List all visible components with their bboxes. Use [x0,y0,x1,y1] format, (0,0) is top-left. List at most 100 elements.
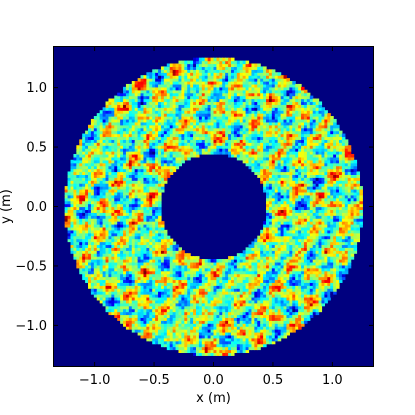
heatmap-cell [216,60,220,65]
heatmap-cell [120,218,124,222]
heatmap-cell [96,186,101,190]
heatmap-cell [175,98,180,103]
heatmap-cell [239,86,244,91]
heatmap-cell [128,101,133,105]
heatmap-cell [210,267,215,272]
heatmap-cell [82,171,86,175]
heatmap-cell [251,256,255,260]
heatmap-cell [82,261,86,266]
heatmap-cell [169,83,174,88]
heatmap-cell [114,291,118,295]
heatmap-cell [222,151,226,155]
heatmap-cell [216,311,220,316]
heatmap-cell [96,288,101,292]
heatmap-cell [178,305,182,310]
heatmap-cell [172,282,177,286]
heatmap-cell [143,203,147,208]
heatmap-cell [163,78,168,82]
heatmap-cell [251,311,255,316]
heatmap-cell [175,299,180,304]
heatmap-cell [108,215,112,219]
heatmap-cell [88,282,92,286]
heatmap-cell [175,69,180,73]
heatmap-cell [155,226,159,231]
heatmap-cell [137,98,142,103]
heatmap-cell [143,130,147,135]
heatmap-cell [184,78,188,82]
heatmap-cell [210,320,215,324]
heatmap-cell [219,136,223,140]
heatmap-cell [70,250,75,254]
heatmap-cell [134,256,139,260]
heatmap-cell [79,212,83,216]
heatmap-cell [204,343,209,348]
heatmap-cell [111,282,115,286]
heatmap-cell [134,188,139,193]
heatmap-cell [117,130,121,135]
heatmap-cell [190,305,194,310]
heatmap-cell [184,305,188,310]
heatmap-cell [175,264,180,269]
heatmap-cell [146,118,150,123]
heatmap-cell [158,299,162,304]
heatmap-cell [263,279,267,283]
heatmap-cell [146,253,150,257]
heatmap-cell [213,151,218,155]
heatmap-cell [251,130,255,135]
heatmap-cell [213,291,218,295]
heatmap-cell [67,238,72,243]
heatmap-cell [146,168,150,173]
heatmap-cell [73,247,77,251]
heatmap-cell [125,291,130,295]
heatmap-cell [90,145,95,149]
heatmap-cell [137,247,142,251]
heatmap-cell [120,212,124,216]
heatmap-cell [207,320,212,324]
heatmap-cell [105,261,110,266]
heatmap-cell [231,282,235,286]
heatmap-cell [105,113,110,117]
heatmap-cell [70,247,75,251]
heatmap-cell [155,229,159,234]
heatmap-cell [239,104,244,108]
heatmap-cell [67,203,72,208]
heatmap-cell [85,235,89,240]
heatmap-cell [181,337,185,342]
heatmap-cell [123,229,127,234]
heatmap-cell [263,326,267,330]
heatmap-cell [114,159,118,164]
heatmap-cell [181,343,185,348]
heatmap-cell [102,253,107,257]
heatmap-cell [233,118,238,123]
heatmap-cell [201,291,206,295]
heatmap-cell [242,145,247,149]
heatmap-cell [236,320,241,324]
heatmap-cell [158,253,162,257]
heatmap-cell [105,308,110,313]
heatmap-cell [231,153,235,158]
heatmap-cell [125,118,130,123]
heatmap-cell [187,133,191,138]
heatmap-cell [120,89,124,94]
heatmap-cell [233,107,238,111]
heatmap-cell [111,136,115,140]
heatmap-cell [184,153,188,158]
heatmap-cell [213,352,218,356]
heatmap-cell [175,92,180,97]
heatmap-cell [181,305,185,310]
heatmap-cell [140,124,145,129]
heatmap-cell [99,151,104,155]
heatmap-cell [207,110,212,114]
heatmap-cell [123,308,127,313]
heatmap-cell [146,294,150,298]
heatmap-cell [198,326,203,330]
heatmap-cell [195,69,200,73]
heatmap-cell [195,270,200,275]
heatmap-cell [85,156,89,161]
heatmap-cell [219,349,223,354]
heatmap-cell [178,273,182,278]
heatmap-cell [210,326,215,330]
heatmap-cell [137,276,142,281]
heatmap-cell [117,282,121,286]
heatmap-cell [137,101,142,105]
